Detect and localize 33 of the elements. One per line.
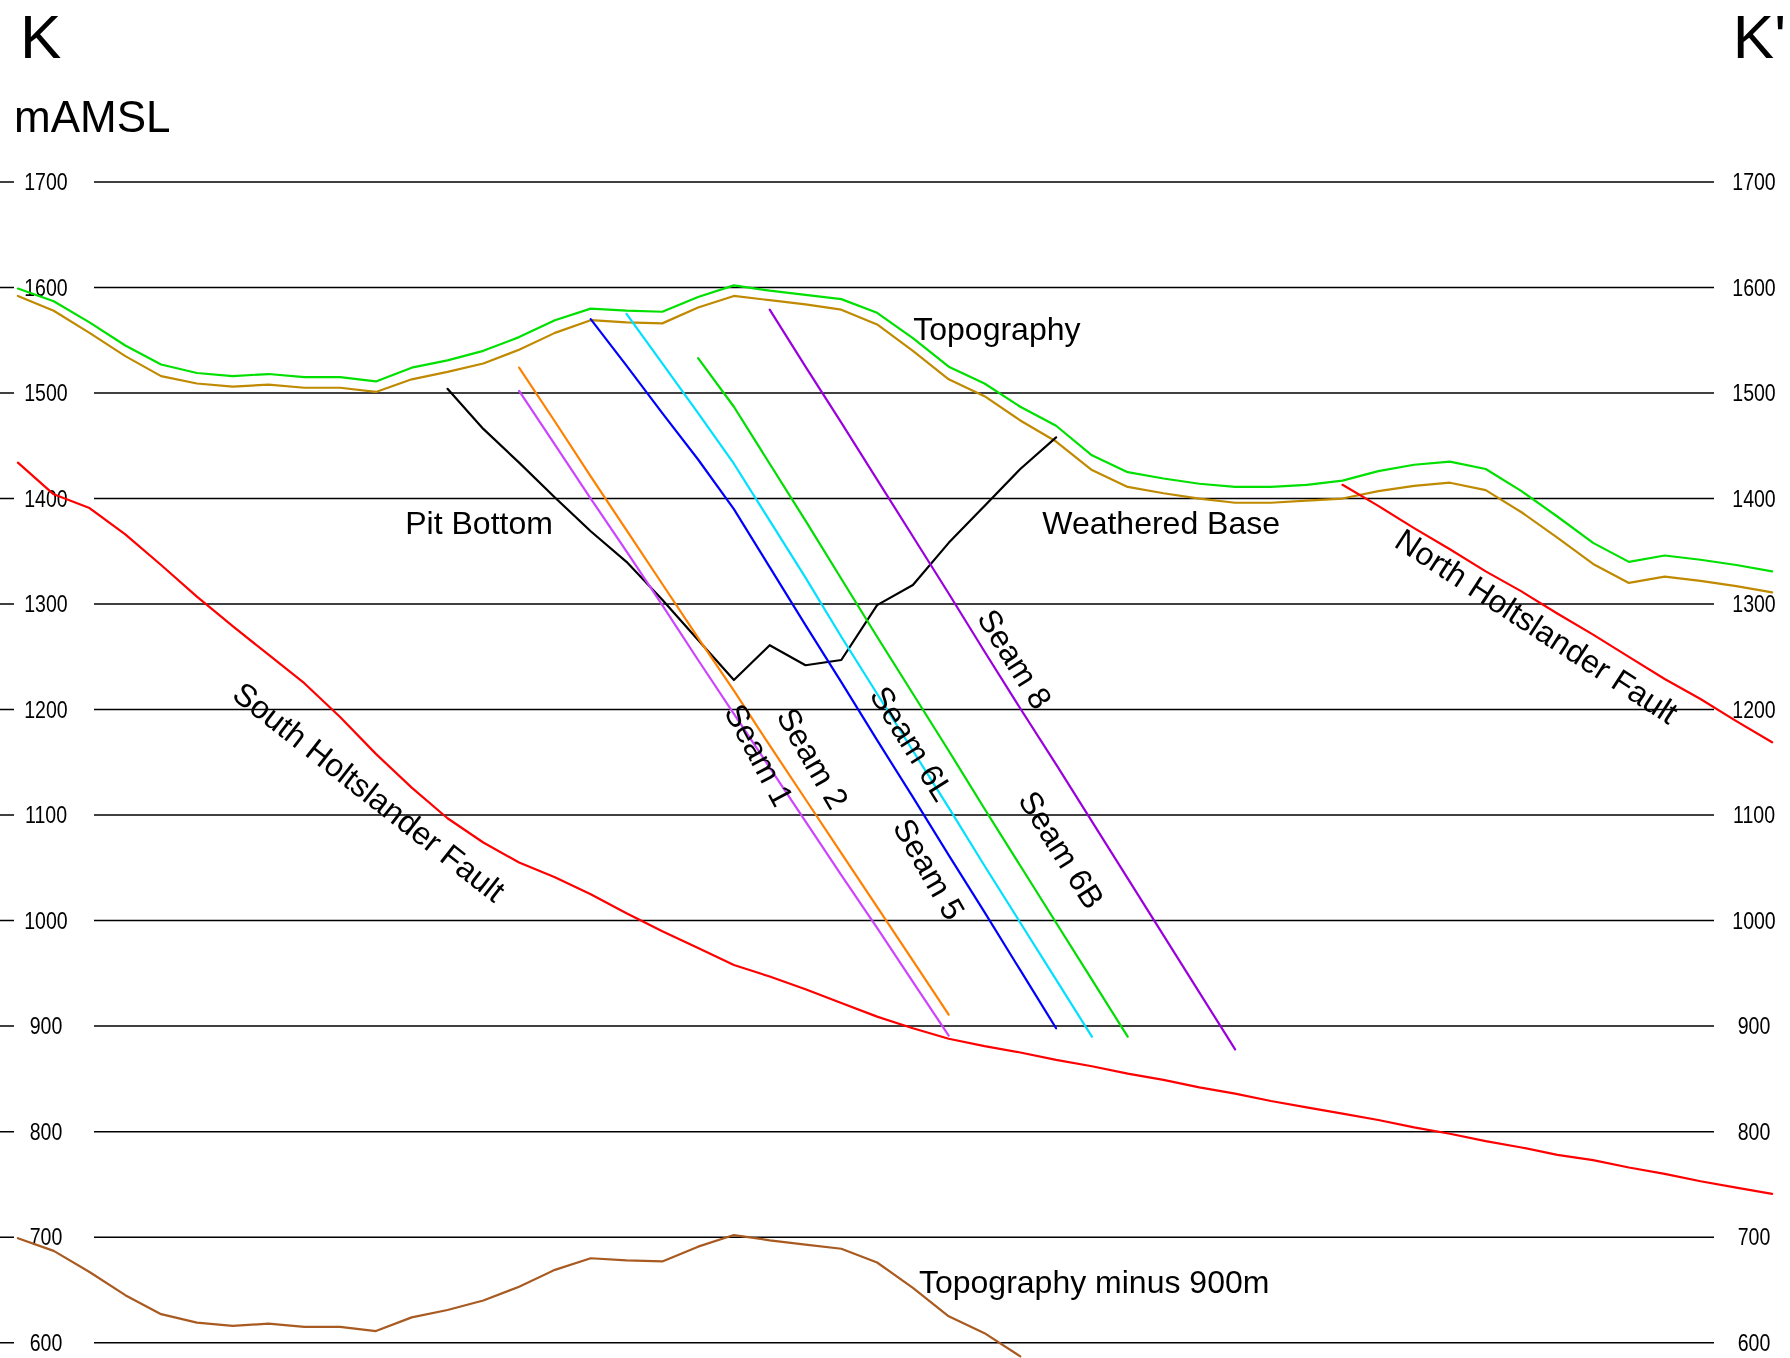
annotation: K' (1732, 2, 1786, 72)
y-axis-title: mAMSL (14, 92, 171, 142)
y-tick-label: 1500 (24, 380, 68, 406)
y-tick-label: 700 (29, 1224, 63, 1251)
y-tick-label: 1600 (24, 274, 68, 301)
y-tick-label: 900 (29, 1013, 63, 1040)
series-label: Weathered Base (1042, 504, 1281, 541)
y2-tick-label: 1300 (1732, 591, 1776, 617)
y-tick-label: 1300 (24, 591, 68, 617)
y2-tick-label: 1500 (1732, 380, 1776, 406)
y-tick-label: 1400 (24, 485, 68, 512)
y2-tick-label: 700 (1737, 1224, 1771, 1251)
annotation: K (20, 2, 62, 72)
series-label: Pit Bottom (405, 504, 553, 541)
y2-tick-label: 1600 (1732, 274, 1776, 301)
series-label: Topography (913, 310, 1081, 347)
y2-tick-label: 600 (1737, 1329, 1771, 1356)
y2-tick-label: 1400 (1732, 485, 1776, 512)
y-tick-label: 1000 (24, 907, 68, 934)
series-label: Topography minus 900m (918, 1263, 1270, 1300)
y-tick-label: 1200 (24, 696, 68, 723)
y2-tick-label: 1700 (1732, 169, 1776, 195)
y2-tick-label: 1000 (1732, 907, 1776, 934)
y-tick-label: 1100 (24, 802, 68, 829)
line-series (1341, 483, 1774, 743)
y2-tick-label: 1100 (1732, 802, 1776, 829)
y2-tick-label: 900 (1737, 1013, 1771, 1040)
y-tick-label: 800 (29, 1118, 63, 1145)
y2-tick-label: 1200 (1732, 696, 1776, 723)
line-series (16, 461, 1774, 1195)
y-tick-label: 600 (29, 1329, 63, 1356)
y-tick-label: 1700 (24, 169, 68, 195)
y2-tick-label: 800 (1737, 1118, 1771, 1145)
